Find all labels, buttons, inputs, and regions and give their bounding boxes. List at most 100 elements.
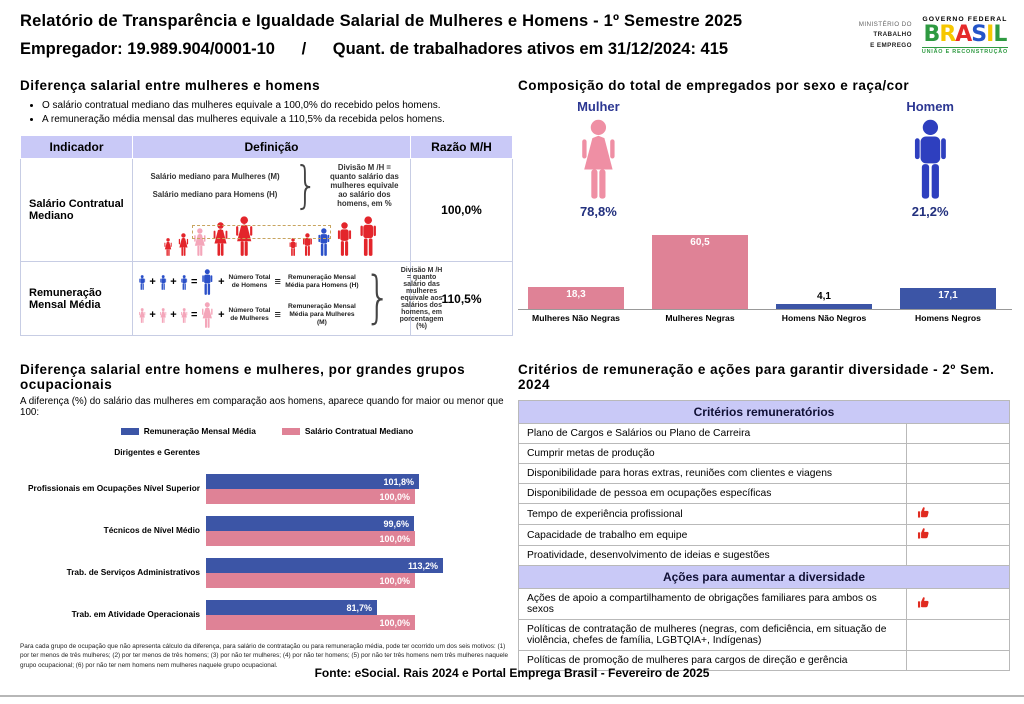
woman-icon [582, 119, 615, 199]
legend-swatch [281, 427, 300, 435]
occ-bar-pair: 113,2% 100,0% [206, 558, 443, 588]
man-icon [302, 233, 312, 256]
occ-group: Dirigentes e Gerentes [20, 446, 514, 460]
plus-operator: + [218, 309, 225, 321]
occ-category-label: Dirigentes e Gerentes [114, 447, 200, 458]
governo-federal-label: GOVERNO FEDERAL [922, 15, 1008, 23]
ratio-value: 110,5% [410, 261, 513, 336]
woman-icon [194, 228, 206, 256]
woman-icon [139, 307, 146, 323]
bar-category-label: Homens Não Negros [781, 313, 867, 323]
criteria-label: Plano de Cargos e Salários ou Plano de C… [518, 423, 907, 444]
criteria-section-header: Critérios remuneratórios [518, 400, 1010, 424]
ministry-line: MINISTÉRIO DO [858, 21, 912, 29]
sex-figures: Mulher 78,8% Homem 21,2% [518, 93, 1012, 219]
criteria-row: Políticas de contratação de mulheres (ne… [518, 619, 1010, 651]
comp-bar-column: 60,5 [652, 235, 748, 309]
thumbs-up-icon [917, 507, 929, 518]
criteria-label: Políticas de contratação de mulheres (ne… [518, 619, 907, 651]
occ-bar-remuneracao: 99,6% [206, 516, 414, 531]
definition-diagram: Salário mediano para Mulheres (M) Salári… [134, 156, 409, 214]
median-highlight-box [191, 225, 332, 239]
chart-legend: Remuneração Mensal Média Salário Contratu… [20, 426, 514, 436]
criteria-row: Cumprir metas de produção [518, 443, 1010, 464]
criteria-section-title: Critérios remuneratórios [518, 400, 1010, 424]
definition-cell: Salário mediano para Mulheres (M) Salári… [132, 156, 411, 262]
page-subtitle: Empregador: 19.989.904/0001-10 / Quant. … [20, 40, 742, 59]
brasil-wordmark: BRASIL [922, 23, 1008, 46]
average-formulas: + + = + Número Total de Homens ≡ Remuneração M… [138, 269, 360, 328]
male-figure: Homem 21,2% [906, 99, 954, 219]
plus-operator: + [149, 309, 156, 321]
man-icon [908, 119, 953, 199]
subtitle-separator: / [301, 40, 307, 58]
equivalence-operator: ≡ [274, 276, 281, 288]
occ-bar-salario: 100,0% [206, 615, 415, 630]
brace-glyph: } [293, 156, 318, 214]
formula-line: + + = + Número Total de Homens ≡ Remuneração M… [138, 269, 360, 295]
female-figure: Mulher 78,8% [576, 99, 621, 219]
criteria-flag-cell [906, 443, 1010, 464]
bar-category-label: Mulheres Negras [665, 313, 735, 323]
composition-title: Composição do total de empregados por se… [518, 78, 910, 93]
criteria-row: Proatividade, desenvolvimento de ideias … [518, 545, 1010, 566]
bar-value-label: 60,5 [690, 237, 710, 248]
thumbs-up-icon [917, 597, 929, 608]
occupational-bar-chart: Dirigentes e Gerentes Profissionais em Oc… [20, 446, 514, 630]
page-bottom-divider [0, 695, 1024, 697]
woman-icon [178, 233, 188, 256]
equals-operator: = [191, 309, 198, 321]
average-label: Remuneração Mensal Média para Mulheres (… [288, 303, 356, 326]
plus-operator: + [170, 309, 177, 321]
chart-footnote: Para cada grupo de ocupação que não apre… [20, 643, 509, 669]
ministry-line: E EMPREGO [870, 41, 912, 49]
man-icon [160, 274, 166, 290]
table-row-salario-mediano: Salário Contratual Mediano Salário media… [20, 156, 513, 262]
comp-bar-column: 17,1 [900, 288, 996, 309]
brand-slogan: UNIÃO E RECONSTRUÇÃO [921, 47, 1008, 56]
criteria-flag-cell [906, 524, 1010, 546]
criteria-label: Ações de apoio a compartilhamento de obr… [518, 588, 907, 620]
bar-value-label: 18,3 [566, 289, 586, 300]
composition-bar-chart: 18,3 60,5 4,1 17,1 Mulheres Não Negras Mulhe… [518, 232, 1012, 323]
criteria-row: Tempo de experiência profissional [518, 503, 1010, 525]
employer-id: Empregador: 19.989.904/0001-10 [20, 40, 275, 58]
criteria-title: Critérios de remuneração e ações para ga… [518, 362, 995, 392]
criteria-flag-cell [906, 463, 1010, 484]
legend-label: Salário Contratual Mediano [304, 426, 414, 436]
report-header: Relatório de Transparência e Igualdade S… [20, 12, 1014, 59]
man-icon [360, 216, 377, 256]
occ-bar-remuneracao: 113,2% [206, 558, 443, 573]
median-men-label: Salário mediano para Homens (H) [152, 190, 278, 199]
occ-category-label: Trab. de Serviços Administrativos [66, 567, 200, 578]
brand-letter: B [923, 21, 941, 47]
equals-operator: = [191, 276, 198, 288]
brand-letter: R [939, 21, 956, 47]
indicator-name: Salário Contratual Mediano [20, 158, 133, 262]
criteria-row: Plano de Cargos e Salários ou Plano de C… [518, 423, 1010, 444]
median-women-label: Salário mediano para Mulheres (M) [150, 172, 280, 181]
plus-operator: + [170, 276, 177, 288]
criteria-label: Políticas de promoção de mulheres para c… [518, 650, 907, 671]
plus-operator: + [218, 276, 225, 288]
woman-icon [576, 119, 621, 199]
composition-category-labels: Mulheres Não Negras Mulheres Negras Homens… [518, 313, 1012, 323]
comp-bar-column: 18,3 [528, 287, 624, 309]
occ-bar-salario: 100,0% [206, 573, 415, 588]
criteria-label: Proatividade, desenvolvimento de ideias … [518, 545, 907, 566]
occupational-title: Diferença salarial entre homens e mulher… [20, 362, 466, 392]
criteria-row: Capacidade de trabalho em equipe [518, 524, 1010, 546]
comp-bar: 4,1 [776, 291, 872, 309]
definition-diagram: + + = + Número Total de Homens ≡ Remuneração M… [134, 263, 444, 334]
table-row-remuneracao-media: Remuneração Mensal Média + + = + Número Tota… [20, 261, 513, 336]
salary-diff-bullets: O salário contratual mediano das mulhere… [42, 100, 512, 125]
occ-bar-remuneracao: 81,7% [206, 600, 377, 615]
brasil-brand: GOVERNO FEDERAL BRASIL UNIÃO E RECONSTRU… [921, 15, 1008, 56]
woman-icon [180, 307, 187, 323]
criteria-label: Tempo de experiência profissional [518, 503, 907, 525]
criteria-row: Políticas de promoção de mulheres para c… [518, 650, 1010, 671]
occ-category-label: Trab. em Atividade Operacionais [71, 609, 200, 620]
active-workers-count: Quant. de trabalhadores ativos em 31/12/… [332, 40, 729, 58]
man-icon [914, 119, 946, 199]
